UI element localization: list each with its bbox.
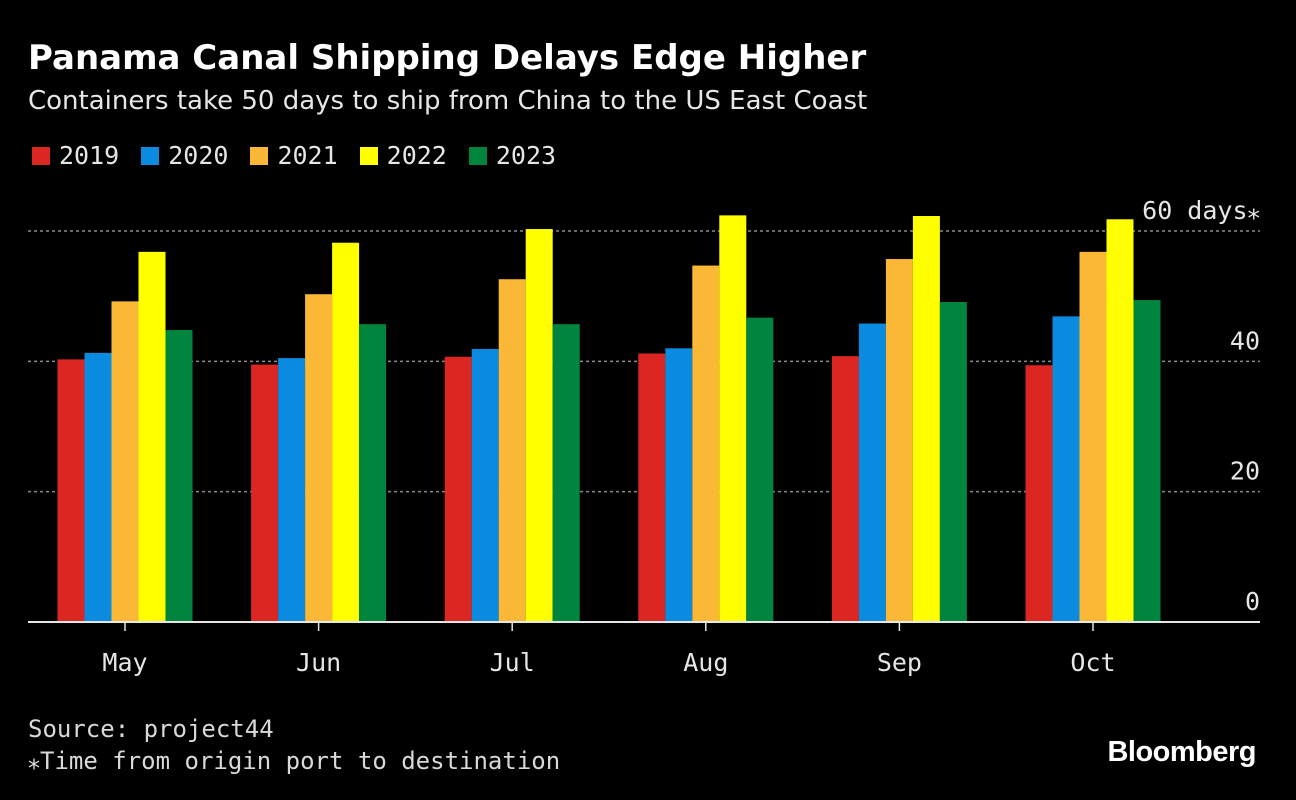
legend-swatch: [468, 146, 487, 165]
legend-label: 2023: [495, 141, 557, 170]
bar-2022-jun: [332, 242, 360, 623]
legend-item-2022: 2022: [359, 141, 447, 170]
x-tick-label: Jul: [490, 648, 535, 677]
bar-2022-may: [138, 251, 166, 622]
chart-subtitle: Containers take 50 days to ship from Chi…: [28, 86, 868, 116]
bar-2022-jul: [525, 229, 553, 623]
chart-title: Panama Canal Shipping Delays Edge Higher: [28, 38, 867, 78]
legend-item-2023: 2023: [468, 141, 557, 170]
bar-2023-aug: [746, 317, 774, 622]
bar-2023-may: [165, 330, 193, 622]
bar-2019-aug: [638, 353, 666, 622]
bar-2019-oct: [1025, 365, 1053, 622]
legend-item-2019: 2019: [32, 141, 119, 170]
chart-legend: 2019 2020 2021 2022 2023: [32, 141, 556, 170]
y-tick-label: 60 days⁎: [1142, 196, 1260, 225]
legend-swatch: [141, 146, 160, 165]
bar-2020-aug: [665, 348, 693, 622]
legend-swatch: [359, 146, 378, 165]
legend-item-2020: 2020: [141, 141, 228, 170]
legend-label: 2021: [277, 141, 338, 170]
bar-2020-jun: [278, 358, 306, 622]
legend-item-2021: 2021: [250, 141, 338, 170]
bar-2019-may: [57, 359, 85, 622]
y-tick-label: 20: [1230, 457, 1260, 486]
bar-2021-oct: [1079, 251, 1107, 622]
legend-label: 2020: [168, 141, 229, 170]
bar-2019-jul: [444, 356, 472, 622]
bloomberg-logo: Bloomberg: [1107, 736, 1256, 768]
footnote: ⁎Time from origin port to destination: [28, 747, 561, 775]
bar-2021-may: [111, 301, 139, 622]
legend-swatch: [250, 146, 269, 165]
bar-2020-may: [84, 352, 112, 622]
bar-2019-jun: [251, 364, 279, 622]
bar-2020-sep: [858, 323, 886, 622]
bar-2019-sep: [831, 356, 859, 622]
x-tick-label: May: [102, 648, 147, 677]
y-tick-label: 0: [1245, 587, 1260, 616]
legend-swatch: [32, 146, 50, 165]
legend-label: 2022: [386, 141, 447, 170]
legend-label: 2019: [59, 141, 120, 170]
x-tick-label: Sep: [877, 648, 922, 677]
bar-2022-oct: [1106, 219, 1134, 622]
bar-2023-jun: [359, 324, 387, 622]
x-tick-label: Oct: [1070, 648, 1115, 677]
bar-2023-oct: [1133, 300, 1161, 622]
bar-2020-oct: [1052, 316, 1080, 622]
y-tick-label: 40: [1230, 326, 1260, 355]
bar-2021-jun: [305, 294, 333, 622]
bar-2021-jul: [498, 279, 526, 622]
bar-2021-sep: [885, 259, 913, 622]
bar-2022-aug: [719, 215, 747, 623]
bar-2023-jul: [552, 324, 580, 622]
bar-2021-aug: [692, 265, 720, 622]
bar-2020-jul: [471, 348, 499, 622]
x-tick-label: Aug: [683, 648, 728, 677]
x-tick-label: Jun: [296, 648, 341, 677]
source-note: Source: project44: [28, 715, 274, 743]
bar-2022-sep: [912, 216, 940, 623]
chart-footer: Source: project44 ⁎Time from origin port…: [28, 713, 560, 777]
bar-2023-sep: [939, 302, 967, 622]
